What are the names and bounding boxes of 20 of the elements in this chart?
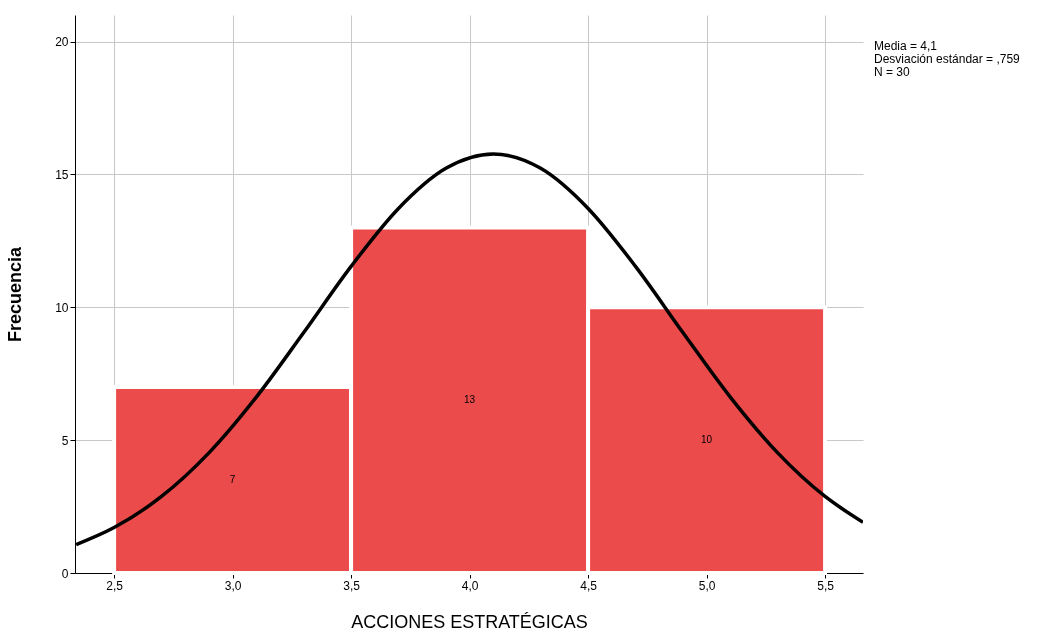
text: N = 30 (874, 65, 911, 79)
y-tick-label: 10 (55, 300, 69, 315)
text: Desviación estándar = ,759 (874, 52, 1020, 66)
y-tick-label: 0 (61, 566, 69, 581)
x-tick-label: 5,5 (817, 578, 835, 593)
data-label: 7 (229, 474, 236, 485)
x-tick-label: 3,0 (224, 578, 242, 593)
x-tick-label: 3,5 (343, 578, 361, 593)
data-label: 13 (464, 394, 476, 406)
x-axis-title: ACCIONES ESTRATÉGICAS (351, 611, 588, 632)
y-tick-label: 20 (55, 35, 69, 50)
y-tick-label: 15 (55, 167, 69, 182)
x-tick-label: 2,5 (106, 578, 124, 593)
y-tick-label: 5 (61, 433, 69, 448)
x-tick-label: 4,5 (580, 578, 598, 593)
x-tick-label: 4,0 (461, 578, 479, 593)
x-tick-label: 5,0 (698, 578, 716, 593)
y-axis-title: Frecuencia (5, 245, 26, 343)
data-label: 10 (701, 434, 713, 446)
text: Media = 4,1 (874, 39, 939, 53)
